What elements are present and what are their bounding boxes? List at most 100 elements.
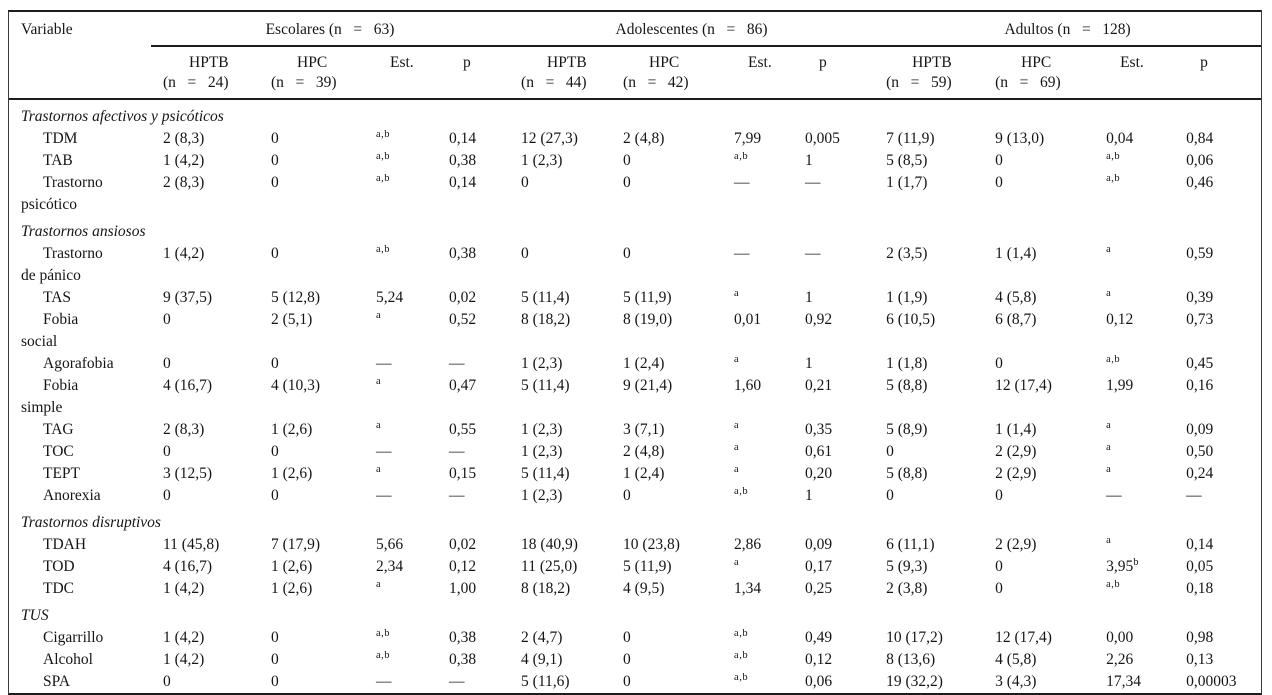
- subheader-label: HPTB: [189, 54, 229, 71]
- superscript-note: a: [1106, 463, 1112, 475]
- table-cell: a: [1094, 441, 1174, 463]
- table-cell: 0,92: [805, 311, 833, 328]
- table-cell: a: [1094, 287, 1174, 309]
- table-cell: 4 (5,8): [995, 289, 1037, 306]
- superscript-note: a,b: [1106, 150, 1121, 162]
- table-cell: —: [449, 443, 465, 460]
- table-cell: 1 (2,3): [521, 421, 563, 438]
- table-cell: a: [1094, 534, 1174, 556]
- row-label: TOC: [43, 443, 74, 460]
- superscript-note: a,b: [1106, 353, 1121, 365]
- table-cell: —: [734, 174, 750, 191]
- table-cell: a: [364, 419, 437, 441]
- table-cell: a: [364, 463, 437, 485]
- table-cell: 2,86: [734, 536, 762, 553]
- table-row: TAB 1 (4,2) 0 a,b 0,38 1 (2,3) 0 a,b 1 5 (8,5) 0 a,…: [9, 150, 1261, 172]
- table-cell: a,b: [1094, 150, 1174, 172]
- superscript-note: a: [1106, 441, 1112, 453]
- table-cell: 1 (4,2): [163, 152, 205, 169]
- superscript-note: a: [734, 419, 740, 431]
- table-cell: 0,09: [1186, 421, 1214, 438]
- table-cell: 0: [886, 487, 894, 504]
- table-cell: a,b: [722, 627, 793, 649]
- table-row: SPA 0 0 — — 5 (11,6) 0 a,b 0,06 19 (32,2) 3 (4,3) 1…: [9, 671, 1261, 693]
- subheader-n: [1186, 73, 1261, 93]
- table-cell: 1 (2,6): [271, 465, 313, 482]
- superscript-note: a: [734, 353, 740, 365]
- superscript-note: a: [734, 441, 740, 453]
- table-cell: 1 (1,7): [886, 174, 928, 191]
- table-cell: 0,12: [1106, 311, 1134, 328]
- table-cell: 5 (11,4): [521, 465, 570, 482]
- subheader-n: [734, 73, 793, 93]
- column-header-est: Est.: [722, 46, 794, 100]
- superscript-note: a: [376, 419, 382, 431]
- table-cell: 5 (11,6): [521, 673, 570, 690]
- table-cell: —: [1106, 487, 1122, 504]
- subheader-label: p: [1200, 54, 1208, 71]
- table-cell: 1,99: [1106, 377, 1134, 394]
- table-cell: 1,60: [734, 377, 762, 394]
- subheader-label: HPC: [297, 54, 328, 71]
- table-cell: 2,26: [1106, 651, 1134, 668]
- subheader-n: [449, 73, 509, 93]
- table-cell: a: [722, 556, 793, 578]
- row-label: Trastorno psicótico: [21, 174, 103, 213]
- row-label: TAG: [43, 421, 74, 438]
- table-cell: 5 (11,9): [623, 558, 672, 575]
- table-cell: a: [364, 309, 437, 353]
- column-header-variable: Variable: [9, 12, 151, 100]
- table-row: Cigarrillo 1 (4,2) 0 a,b 0,38 2 (4,7) 0 a,b 0,49…: [9, 627, 1261, 649]
- table-cell: 0,06: [1186, 152, 1214, 169]
- table-cell: 0,38: [449, 651, 477, 668]
- subheader-n: (n = 42): [623, 74, 689, 91]
- table-cell: 4 (9,1): [521, 651, 563, 668]
- row-label: Agorafobia: [43, 355, 114, 372]
- table-cell: 8 (18,2): [521, 311, 571, 328]
- table-container: Variable Escolares (n = 63) Adolescentes…: [8, 10, 1262, 695]
- table-cell: 0,39: [1186, 289, 1214, 306]
- table-cell: 1: [805, 487, 813, 504]
- table-cell: a,b: [722, 671, 793, 693]
- table-cell: a,b: [364, 649, 437, 671]
- table-cell: —: [376, 673, 392, 690]
- table-cell: 0: [995, 487, 1003, 504]
- subheader-n: (n = 59): [886, 74, 952, 91]
- table-cell: 0: [995, 558, 1003, 575]
- table-cell: 0: [271, 443, 279, 460]
- table-cell: 5 (11,4): [521, 289, 570, 306]
- superscript-note: a: [1106, 287, 1112, 299]
- superscript-note: a: [376, 375, 382, 387]
- table-cell: 0: [271, 355, 279, 372]
- table-cell: 2 (4,8): [623, 130, 665, 147]
- table-cell: a,b: [1094, 172, 1174, 216]
- table-cell: 0,46: [1186, 174, 1214, 191]
- section-title: Trastornos afectivos y psicóticos: [21, 108, 224, 125]
- table-cell: 0,005: [805, 130, 840, 147]
- table-cell: 3,95b: [1106, 556, 1139, 575]
- superscript-note: a,b: [376, 243, 391, 255]
- table-cell: a,b: [364, 150, 437, 172]
- table-cell: 0,25: [805, 580, 833, 597]
- table-cell: 0,02: [449, 289, 477, 306]
- table-row: TAG 2 (8,3) 1 (2,6) a 0,55 1 (2,3) 3 (7,1) a 0,3…: [9, 419, 1261, 441]
- table-cell: 0,14: [449, 174, 477, 191]
- table-cell: 18 (40,9): [521, 536, 578, 553]
- table-row: TAS 9 (37,5) 5 (12,8) 5,24 0,02 5 (11,4) 5 (11…: [9, 287, 1261, 309]
- table-cell: a: [1094, 463, 1174, 485]
- table-cell: 1 (4,2): [163, 580, 205, 597]
- superscript-note: a: [734, 287, 740, 299]
- table-cell: 1 (2,3): [521, 487, 563, 504]
- table-cell: 0,14: [1186, 536, 1214, 553]
- table-cell: 10 (17,2): [886, 629, 943, 646]
- table-cell: 0,50: [1186, 443, 1214, 460]
- table-cell: 0,15: [449, 465, 477, 482]
- subheader-n: [805, 73, 874, 93]
- superscript-note: a: [734, 463, 740, 475]
- table-cell: 5 (8,8): [886, 377, 928, 394]
- superscript-note: a: [376, 578, 382, 590]
- table-cell: 0,12: [449, 558, 477, 575]
- superscript-note: a: [734, 556, 740, 568]
- section-title: Trastornos ansiosos: [21, 223, 146, 240]
- row-label: Anorexia: [43, 487, 101, 504]
